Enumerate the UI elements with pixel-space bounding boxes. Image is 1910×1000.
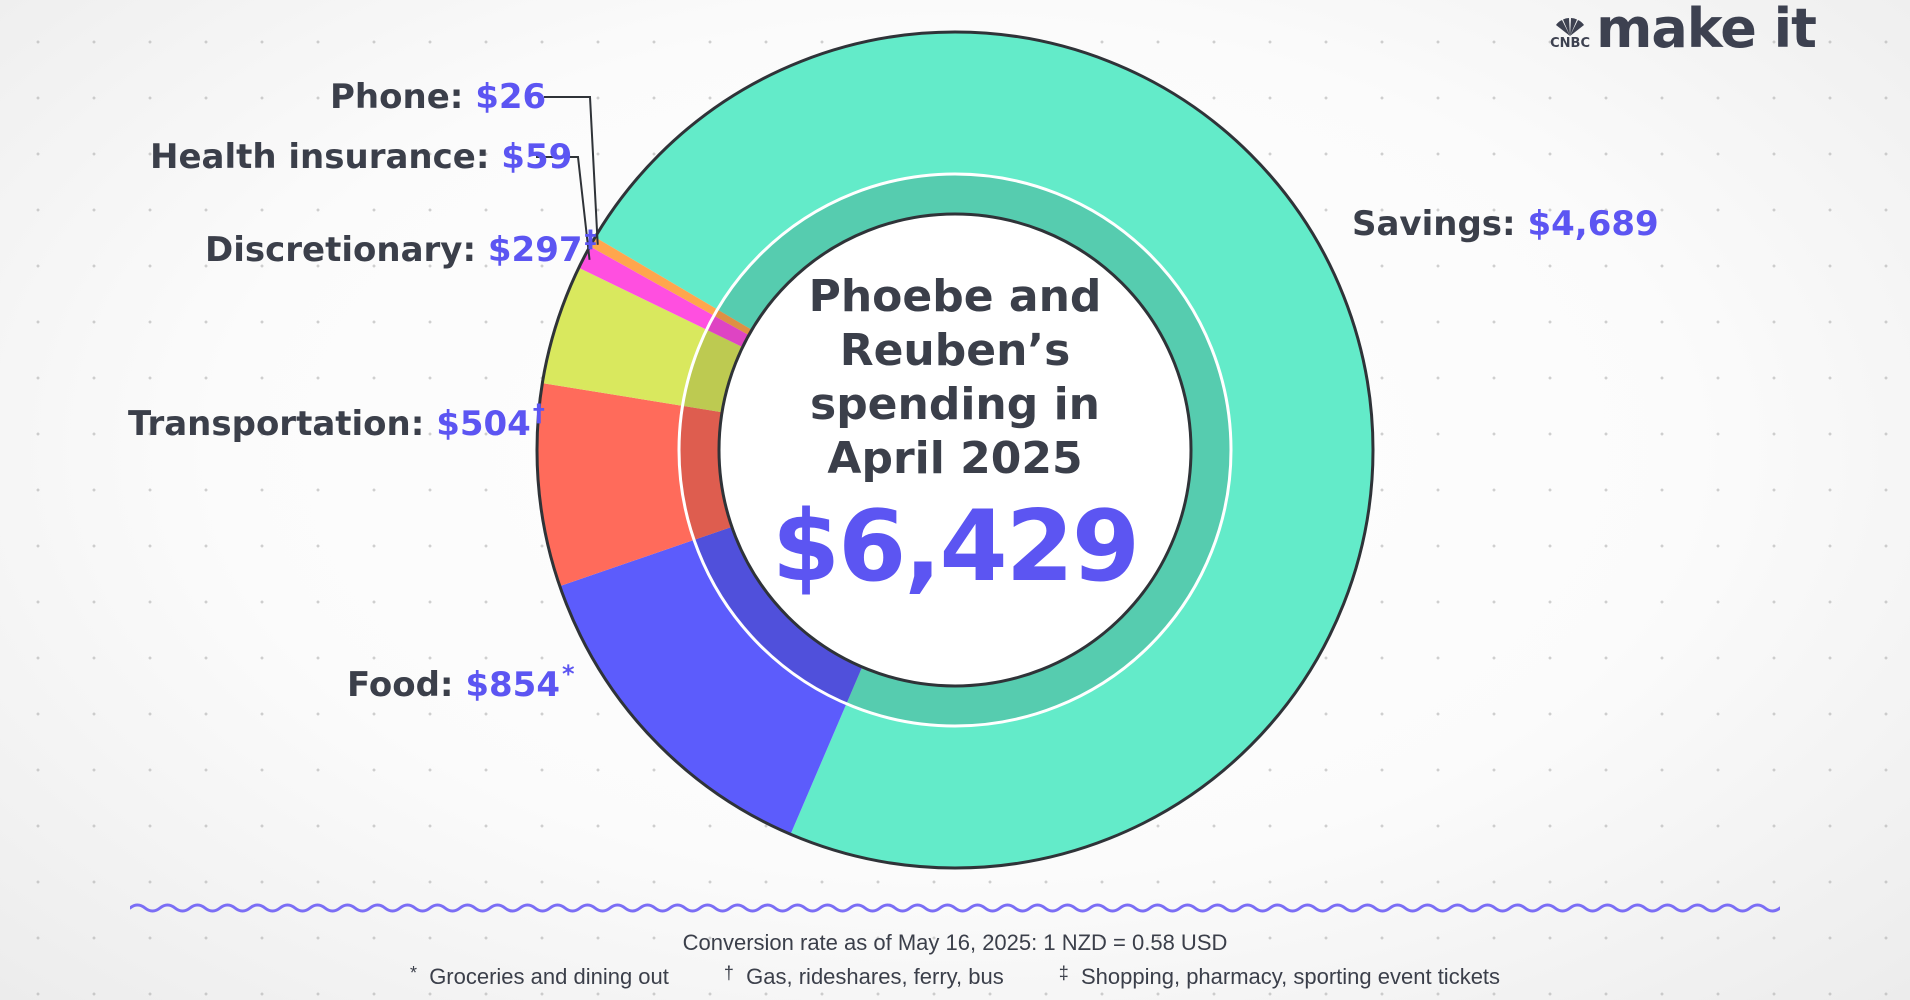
- make-it-wordmark: make it: [1596, 0, 1817, 60]
- label-transportation: Transportation: $504†: [128, 399, 545, 444]
- footnote-1-symbol: *: [409, 963, 417, 983]
- slice-savings: [595, 32, 1373, 869]
- label-discretionary-name: Discretionary: [205, 230, 463, 270]
- make-it-logo: CNBC make it: [1550, 0, 1817, 60]
- label-health-insurance: Health insurance: $59: [150, 137, 573, 177]
- footnote-2-symbol: †: [723, 963, 734, 983]
- total-amount: $6,429: [771, 490, 1140, 604]
- footnote-2-text: Gas, rideshares, ferry, bus: [746, 964, 1004, 989]
- label-transportation-value: $504: [436, 404, 531, 444]
- label-transportation-mark: †: [532, 399, 545, 427]
- inner-ring-highlight: [677, 172, 1233, 728]
- footnote-1-text: Groceries and dining out: [429, 964, 669, 989]
- title-line-4: April 2025: [827, 433, 1083, 484]
- slice-transportation: [537, 383, 732, 587]
- label-food: Food: $854*: [347, 660, 575, 705]
- center-hole: [717, 212, 1193, 688]
- label-discretionary: Discretionary: $297‡: [205, 225, 597, 270]
- title-line-1: Phoebe and: [808, 271, 1102, 322]
- label-phone-value: $26: [475, 77, 547, 117]
- label-savings-value: $4,689: [1527, 204, 1659, 244]
- title-line-2: Reuben’s: [839, 325, 1071, 376]
- chart-center-text: Phoebe and Reuben’s spending in April 20…: [755, 270, 1155, 596]
- wave-divider: [130, 903, 1780, 913]
- leader-line-phone: [544, 96, 599, 245]
- footnotes: * Groceries and dining out † Gas, ridesh…: [0, 963, 1910, 990]
- footnote-3-symbol: ‡: [1058, 963, 1069, 983]
- slice-food: [559, 526, 863, 835]
- footnote-3-text: Shopping, pharmacy, sporting event ticke…: [1081, 964, 1501, 989]
- donut-outline: [535, 30, 1375, 870]
- cnbc-logo: CNBC: [1550, 17, 1590, 50]
- slice-phone: [589, 237, 752, 336]
- cnbc-text: CNBC: [1550, 36, 1591, 51]
- label-food-mark: *: [561, 660, 575, 688]
- label-discretionary-value: $297: [487, 230, 583, 270]
- chart-title: Phoebe and Reuben’s spending in April 20…: [755, 270, 1155, 486]
- conversion-note: Conversion rate as of May 16, 2025: 1 NZ…: [682, 930, 1228, 955]
- label-phone: Phone: $26: [330, 77, 547, 117]
- label-health-insurance-name: Health insurance: [150, 137, 476, 177]
- peacock-icon: [1556, 18, 1585, 36]
- leader-line-health-insurance: [536, 156, 591, 260]
- label-discretionary-mark: ‡: [584, 225, 597, 253]
- label-food-name: Food: [347, 665, 440, 705]
- title-line-3: spending in: [810, 379, 1100, 430]
- label-transportation-name: Transportation: [128, 404, 411, 444]
- slice-discretionary: [542, 267, 743, 413]
- label-savings-name: Savings: [1352, 204, 1503, 244]
- label-food-value: $854: [465, 665, 560, 705]
- label-health-insurance-value: $59: [501, 137, 573, 177]
- label-savings: Savings: $4,689: [1352, 204, 1659, 244]
- label-phone-name: Phone: [330, 77, 450, 117]
- slice-health-insurance: [578, 246, 749, 348]
